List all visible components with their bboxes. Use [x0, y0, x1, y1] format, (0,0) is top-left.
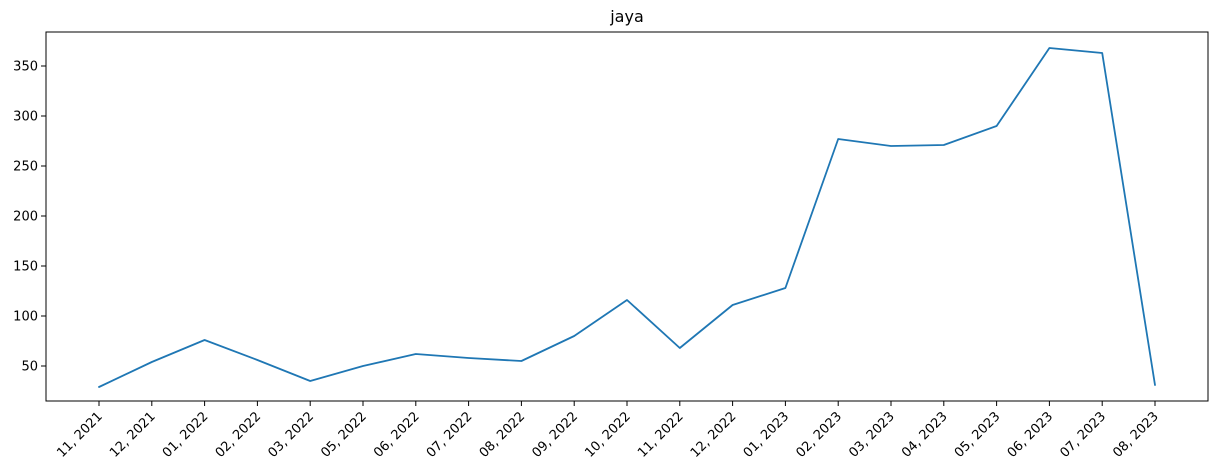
y-tick-label: 300 — [13, 110, 38, 125]
x-tick-label: 06, 2022 — [371, 409, 423, 461]
x-tick-label: 10, 2022 — [582, 409, 634, 461]
x-tick-label: 03, 2023 — [846, 409, 898, 461]
y-tick-label: 250 — [13, 160, 38, 175]
x-tick-label: 08, 2023 — [1110, 409, 1162, 461]
x-tick-label: 11, 2021 — [54, 409, 106, 461]
x-tick-label: 04, 2023 — [899, 409, 951, 461]
x-tick-label: 07, 2023 — [1057, 409, 1109, 461]
x-tick-label: 12, 2021 — [107, 409, 159, 461]
x-tick-label: 05, 2022 — [318, 409, 370, 461]
x-tick-label: 01, 2023 — [741, 409, 793, 461]
y-tick-label: 100 — [13, 310, 38, 325]
x-tick-label: 06, 2023 — [1005, 409, 1057, 461]
series-group — [98, 47, 1156, 388]
x-tick-label: 02, 2022 — [213, 409, 265, 461]
chart-title: jaya — [609, 7, 644, 26]
x-tick-label: 01, 2022 — [160, 409, 212, 461]
x-tick-label: 02, 2023 — [793, 409, 845, 461]
y-tick-label: 50 — [21, 360, 38, 375]
y-tick-label: 150 — [13, 260, 38, 275]
x-axis: 11, 2021 12, 2021 01, 2022 02, 2022 03, 2022… — [54, 401, 1162, 461]
x-tick-label: 08, 2022 — [477, 409, 529, 461]
y-axis: 50 100 150 200 250 300 350 — [13, 60, 46, 375]
x-tick-label: 07, 2022 — [424, 409, 476, 461]
y-tick-label: 350 — [13, 60, 38, 75]
x-tick-label: 12, 2022 — [688, 409, 740, 461]
x-tick-label: 05, 2023 — [952, 409, 1004, 461]
series-line — [98, 47, 1156, 388]
y-tick-label: 200 — [13, 210, 38, 225]
x-tick-label: 09, 2022 — [529, 409, 581, 461]
x-tick-label: 03, 2022 — [265, 409, 317, 461]
x-tick-label: 11, 2022 — [635, 409, 687, 461]
